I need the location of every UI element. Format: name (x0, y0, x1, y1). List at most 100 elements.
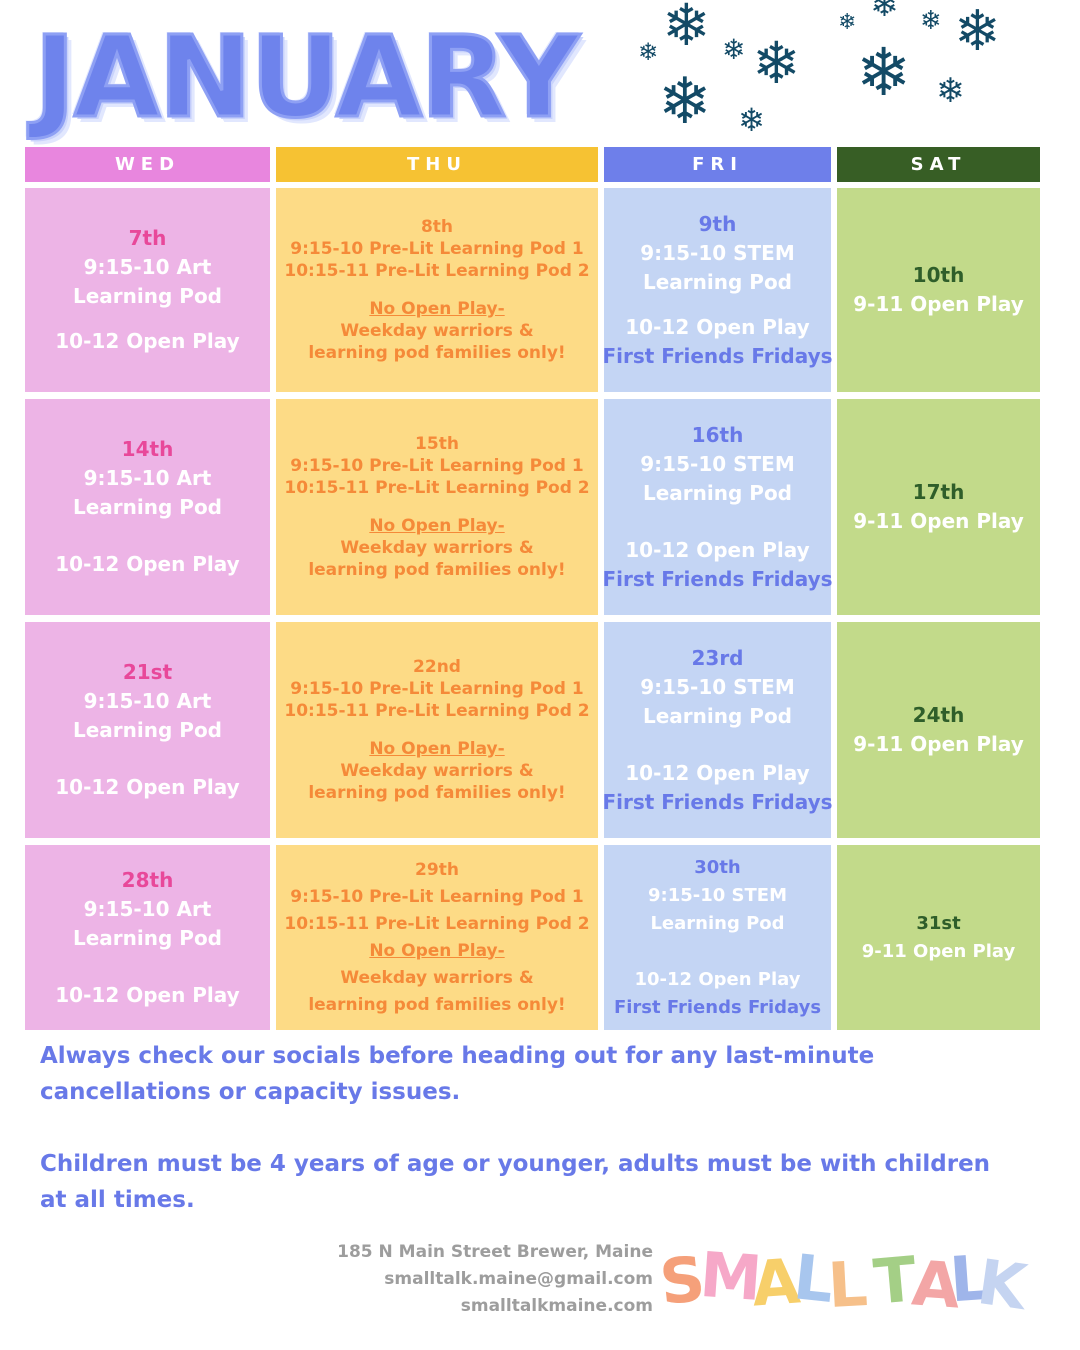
calendar-cell-thu: 29th 9:15-10 Pre-Lit Learning Pod 1 10:1… (276, 845, 598, 1030)
snowflake-icon: ❄ (936, 71, 965, 111)
cell-text: 10-12 Open Play (55, 552, 240, 576)
cell-date: 7th (128, 226, 167, 250)
cell-text: 9:15-10 STEM (640, 674, 795, 699)
cell-date: 9th (698, 211, 737, 236)
calendar-cell-fri: 9th 9:15-10 STEM Learning Pod 10-12 Open… (602, 188, 833, 392)
header-thu: THU (276, 147, 598, 182)
cell-text: 10-12 Open Play (55, 982, 240, 1007)
cell-date: 21st (122, 660, 173, 684)
cell-text: 10-12 Open Play (55, 775, 240, 799)
snowflake-icon: ❄ (662, 0, 711, 59)
note-text: at all times. (40, 1187, 195, 1213)
calendar-cell-sat: 10th 9-11 Open Play (837, 188, 1040, 392)
cell-text: Learning Pod (73, 925, 222, 950)
snowflake-icon: ❄ (870, 0, 899, 25)
calendar-cell-fri: 23rd 9:15-10 STEM Learning Pod 10-12 Ope… (602, 622, 833, 838)
cell-date: 15th (415, 434, 459, 454)
cell-text: learning pod families only! (308, 343, 566, 363)
cell-text: Weekday warriors & (340, 321, 534, 341)
calendar-cell-thu: 8th 9:15-10 Pre-Lit Learning Pod 1 10:15… (276, 188, 598, 392)
header-sat: SAT (837, 147, 1040, 182)
cell-text: 9:15-10 Pre-Lit Learning Pod 1 (290, 886, 584, 907)
cell-text: 9:15-10 Art (83, 255, 212, 279)
cell-text: First Friends Fridays (602, 566, 833, 591)
cell-text: learning pod families only! (308, 560, 566, 580)
cell-text: First Friends Fridays (602, 789, 833, 814)
cell-text: 9-11 Open Play (853, 509, 1024, 533)
calendar-cell-fri: 30th 9:15-10 STEM Learning Pod 10-12 Ope… (604, 845, 831, 1030)
email-text: smalltalk.maine@gmail.com (384, 1269, 653, 1289)
note-text: cancellations or capacity issues. (40, 1079, 461, 1105)
cell-date: 16th (691, 422, 744, 447)
snowflake-icon: ❄ (738, 101, 765, 139)
page-title: JANUARY (32, 13, 580, 143)
snowflake-icon: ❄ (722, 33, 746, 66)
contact-block: 185 N Main Street Brewer, Maine smalltal… (337, 1239, 653, 1320)
cell-text: Weekday warriors & (340, 967, 534, 988)
cell-text: 10:15-11 Pre-Lit Learning Pod 2 (284, 478, 590, 498)
snowflake-icon: ❄ (920, 6, 942, 36)
note-text: Children must be 4 years of age or young… (40, 1151, 991, 1177)
cell-date: 14th (121, 437, 174, 461)
cell-date: 29th (415, 859, 459, 880)
cell-text: 10-12 Open Play (55, 329, 240, 353)
cell-text: No Open Play- (369, 739, 505, 759)
cell-text: Learning Pod (643, 269, 792, 294)
snowflake-icon: ❄ (856, 34, 912, 111)
cell-text: learning pod families only! (308, 783, 566, 803)
cell-text: Weekday warriors & (340, 538, 534, 558)
cell-text: 9:15-10 Art (83, 896, 212, 921)
cell-date: 22nd (413, 657, 461, 677)
cell-text: 9:15-10 Pre-Lit Learning Pod 1 (290, 239, 584, 259)
cell-text: 10-12 Open Play (634, 968, 801, 990)
cell-text: 10:15-11 Pre-Lit Learning Pod 2 (284, 261, 590, 281)
calendar-cell-wed: 7th 9:15-10 Art Learning Pod 10-12 Open … (25, 188, 270, 392)
cell-text: Learning Pod (650, 912, 785, 934)
cell-text: No Open Play- (369, 299, 505, 319)
snowflake-icon: ❄ (658, 65, 712, 139)
small-talk-logo: S M A L L T A L K (656, 1237, 1031, 1324)
calendar-cell-sat: 17th 9-11 Open Play (837, 399, 1040, 615)
cell-date: 28th (121, 867, 174, 892)
cell-date: 17th (912, 480, 965, 504)
cell-text: 9:15-10 STEM (640, 240, 795, 265)
cell-date: 24th (912, 703, 965, 727)
cell-text: 9-11 Open Play (853, 292, 1024, 316)
cell-text: 10-12 Open Play (625, 537, 810, 562)
cell-text: 9:15-10 STEM (640, 451, 795, 476)
cell-date: 8th (420, 217, 454, 237)
cell-date: 10th (912, 263, 965, 287)
age-note: Children must be 4 years of age or young… (40, 1146, 1050, 1218)
snowflake-icon: ❄ (954, 0, 1001, 64)
note-text: Always check our socials before heading … (40, 1043, 875, 1069)
cell-text: 10-12 Open Play (625, 314, 810, 339)
cell-text: 10-12 Open Play (625, 760, 810, 785)
cell-text: 9:15-10 Pre-Lit Learning Pod 1 (290, 456, 584, 476)
cell-date: 31st (916, 912, 961, 934)
snowflake-icon: ❄ (752, 29, 801, 97)
cell-text: Weekday warriors & (340, 761, 534, 781)
cell-text: learning pod families only! (308, 994, 566, 1015)
cell-text: 9:15-10 STEM (647, 884, 787, 906)
snowflake-icon: ❄ (638, 38, 659, 66)
cell-text: Learning Pod (73, 718, 222, 742)
calendar-cell-sat: 24th 9-11 Open Play (837, 622, 1040, 838)
calendar-cell-wed: 14th 9:15-10 Art Learning Pod 10-12 Open… (25, 399, 270, 615)
calendar-cell-wed: 28th 9:15-10 Art Learning Pod 10-12 Open… (25, 845, 270, 1030)
calendar-cell-fri: 16th 9:15-10 STEM Learning Pod 10-12 Ope… (602, 399, 833, 615)
cell-text: Learning Pod (73, 284, 222, 308)
cell-text: Learning Pod (643, 480, 792, 505)
website-text: smalltalkmaine.com (460, 1296, 653, 1316)
cell-text: First Friends Fridays (602, 343, 833, 368)
cell-text: 9:15-10 Art (83, 689, 212, 713)
cell-date: 23rd (691, 645, 744, 670)
snowflake-icon: ❄ (838, 10, 857, 35)
cell-text: No Open Play- (369, 516, 505, 536)
header-wed: WED (25, 147, 270, 182)
cell-date: 30th (694, 856, 741, 878)
cell-text: 10:15-11 Pre-Lit Learning Pod 2 (284, 913, 590, 934)
cell-text: Learning Pod (643, 703, 792, 728)
cell-text: 9-11 Open Play (861, 940, 1016, 962)
calendar-cell-sat: 31st 9-11 Open Play (837, 845, 1040, 1030)
calendar-cell-thu: 15th 9:15-10 Pre-Lit Learning Pod 1 10:1… (276, 399, 598, 615)
